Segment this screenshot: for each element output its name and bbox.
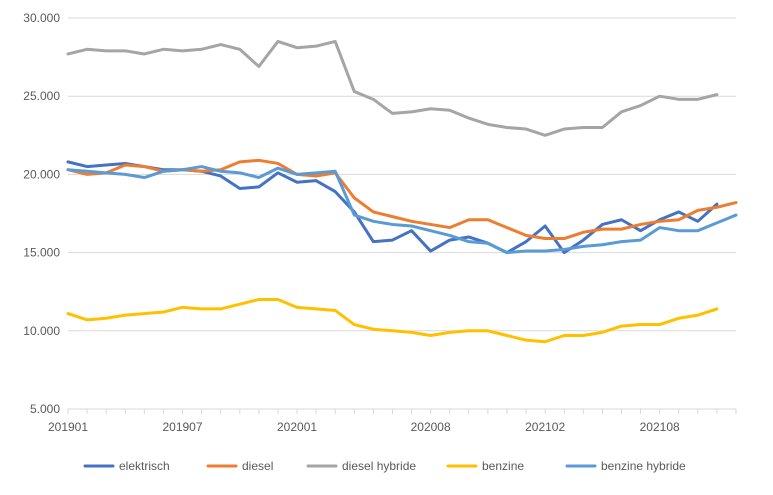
y-tick-label: 25.000 [23, 89, 60, 103]
y-tick-label: 15.000 [23, 246, 60, 260]
y-tick-label: 10.000 [23, 324, 60, 338]
x-tick-label: 202008 [411, 420, 451, 434]
legend-label: diesel hybride [342, 459, 416, 473]
legend-item: diesel hybride [306, 459, 416, 473]
x-tick-label: 201901 [48, 420, 88, 434]
legend-item: elektrisch [83, 459, 170, 473]
x-tick-label: 202102 [525, 420, 565, 434]
series-line-diesel-hybride [66, 39, 719, 137]
legend-item: diesel [206, 459, 273, 473]
series-line-benzine [66, 298, 719, 344]
x-tick-label: 202108 [640, 420, 680, 434]
legend-label: elektrisch [119, 459, 170, 473]
y-tick-label: 5.000 [30, 402, 60, 416]
x-tick-label: 201907 [162, 420, 202, 434]
x-tick-label: 202001 [277, 420, 317, 434]
legend-label: benzine [482, 459, 524, 473]
y-tick-label: 20.000 [23, 167, 60, 181]
legend: elektrisch diesel diesel hybride benzine ben… [83, 459, 686, 473]
series-line-elektrisch [66, 160, 719, 255]
series-lines [66, 39, 738, 344]
y-tick-label: 30.000 [23, 11, 60, 25]
legend-label: diesel [242, 459, 273, 473]
legend-item: benzine [446, 459, 524, 473]
legend-label: benzine hybride [601, 459, 686, 473]
gridlines [68, 17, 736, 410]
legend-item: benzine hybride [565, 459, 686, 473]
series-line-benzine-hybride [66, 165, 738, 255]
axes: 5.000 10.000 15.000 20.000 25.000 30.000 20190… [23, 11, 737, 434]
